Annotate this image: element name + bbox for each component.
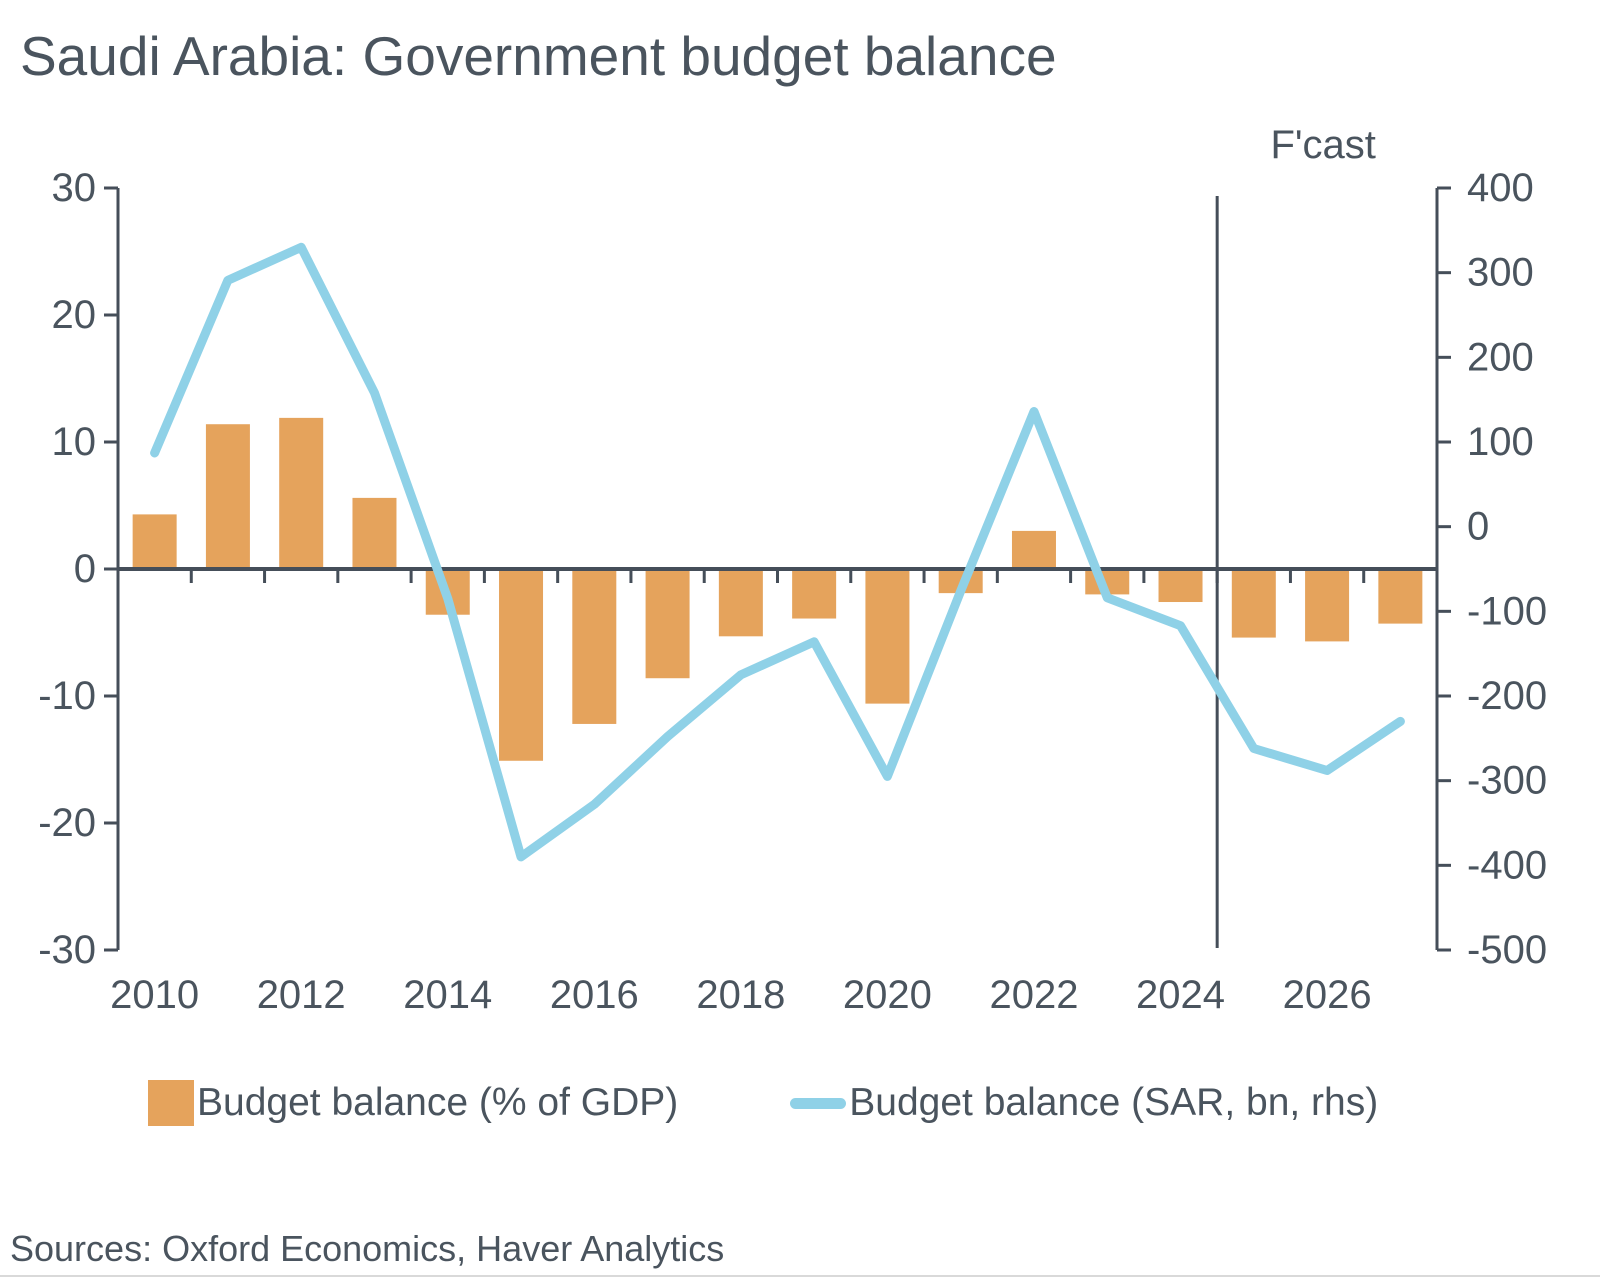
sources-note: Sources: Oxford Economics, Haver Analyti…: [10, 1228, 725, 1269]
svg-text:0: 0: [74, 547, 96, 591]
svg-text:30: 30: [52, 166, 97, 210]
svg-text:2018: 2018: [696, 973, 785, 1017]
budget-balance-chart: 3020100-10-20-304003002001000-100-200-30…: [38, 123, 1547, 1017]
chart-legend: Budget balance (% of GDP) Budget balance…: [148, 1080, 1378, 1126]
line-swatch-icon: [790, 1097, 847, 1109]
svg-text:200: 200: [1467, 335, 1534, 379]
svg-text:2016: 2016: [550, 973, 639, 1017]
svg-text:0: 0: [1467, 505, 1489, 549]
svg-text:-400: -400: [1467, 843, 1547, 887]
legend-item-bars: Budget balance (% of GDP): [148, 1080, 678, 1126]
svg-text:-500: -500: [1467, 928, 1547, 972]
svg-text:-10: -10: [38, 674, 96, 718]
svg-text:100: 100: [1467, 420, 1534, 464]
svg-text:300: 300: [1467, 251, 1534, 295]
svg-text:-100: -100: [1467, 589, 1547, 633]
bar-swatch-icon: [148, 1080, 194, 1126]
svg-text:2012: 2012: [257, 973, 346, 1017]
legend-label-line: Budget balance (SAR, bn, rhs): [849, 1081, 1379, 1124]
svg-text:10: 10: [52, 420, 97, 464]
svg-text:2024: 2024: [1136, 973, 1225, 1017]
bottom-divider: [0, 1275, 1600, 1277]
svg-text:F'cast: F'cast: [1270, 123, 1375, 167]
svg-text:-20: -20: [38, 801, 96, 845]
legend-item-line: Budget balance (SAR, bn, rhs): [790, 1081, 1378, 1125]
svg-text:-30: -30: [38, 928, 96, 972]
svg-text:2022: 2022: [989, 973, 1078, 1017]
svg-text:400: 400: [1467, 166, 1534, 210]
legend-label-bars: Budget balance (% of GDP): [197, 1081, 679, 1124]
svg-text:-200: -200: [1467, 674, 1547, 718]
svg-text:2026: 2026: [1283, 973, 1372, 1017]
svg-text:-300: -300: [1467, 759, 1547, 803]
svg-text:2010: 2010: [110, 973, 199, 1017]
svg-text:2014: 2014: [403, 973, 492, 1017]
chart-title: Saudi Arabia: Government budget balance: [20, 25, 1057, 87]
svg-text:20: 20: [52, 293, 97, 337]
svg-text:2020: 2020: [843, 973, 932, 1017]
